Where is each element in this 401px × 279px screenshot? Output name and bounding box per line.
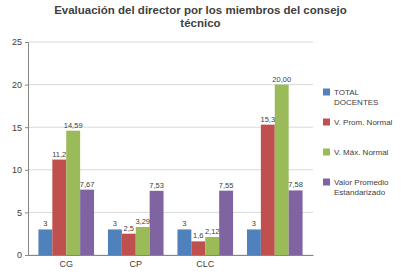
data-label: 7,58 [288, 180, 303, 189]
legend-label: Valor PromedioEstandarizado [334, 178, 389, 197]
chart: Evaluación del director por los miembros… [0, 0, 401, 279]
x-tick: CLC [196, 259, 215, 269]
data-label: 1,6 [193, 231, 203, 240]
y-tick-mark [25, 170, 28, 171]
y-tick-mark [25, 212, 28, 213]
y-tick-label: 10 [12, 165, 22, 175]
data-label: 14,59 [64, 121, 83, 130]
data-labels: 3 3 3 3 11,2 2,5 1,6 15,3 14,59 3,29 2,12 20,00 7,67… [43, 75, 303, 241]
grid-line [28, 42, 313, 43]
data-label: 20,00 [272, 75, 291, 84]
series [66, 85, 288, 255]
y-tick-label: 0 [17, 250, 22, 260]
legend-label: V. Máx. Normal [334, 148, 389, 157]
y-tick: 25 [12, 37, 28, 47]
data-label: 3 [113, 219, 117, 228]
legend-label: V. Prom. Normal [334, 118, 393, 127]
data-label: 3 [252, 219, 256, 228]
x-axis-line [29, 255, 314, 256]
legend-swatch [323, 179, 330, 186]
bar [38, 229, 52, 255]
data-label: 3 [43, 219, 47, 228]
bar [66, 131, 80, 255]
bars [38, 85, 302, 255]
data-label: 7,67 [80, 180, 95, 189]
y-tick: 10 [12, 165, 28, 175]
y-tick-label: 5 [17, 208, 22, 218]
y-axis-line [25, 43, 29, 256]
y-tick: 5 [17, 208, 28, 218]
bar [191, 241, 205, 255]
series [80, 190, 302, 255]
y-tick-mark [25, 85, 28, 86]
data-label: 7,55 [219, 181, 234, 190]
data-label: 3 [182, 219, 186, 228]
grid-line [28, 84, 313, 85]
bar [150, 191, 164, 255]
x-tick: CG [59, 259, 72, 269]
bar [247, 229, 261, 255]
y-tick-label: 15 [12, 123, 22, 133]
y-axis: 0 5 10 15 20 25 [12, 37, 29, 260]
legend: TOTALDOCENTES V. Prom. Normal V. Máx. Norm… [323, 88, 393, 197]
x-tick: CP [129, 259, 142, 269]
bar [80, 190, 94, 255]
series [52, 125, 274, 255]
grid [28, 42, 313, 255]
bar [177, 229, 191, 255]
bar [289, 190, 303, 255]
y-tick-label: 25 [12, 37, 22, 47]
legend-label: TOTALDOCENTES [334, 88, 378, 107]
x-axis: CG CP CLC [29, 256, 314, 270]
legend-swatch [323, 149, 330, 156]
y-tick-mark [25, 42, 28, 43]
data-label: 2,12 [205, 227, 220, 236]
y-tick: 15 [12, 123, 28, 133]
y-tick: 20 [12, 80, 28, 90]
data-label: 3,29 [135, 217, 150, 226]
legend-swatch [323, 119, 330, 126]
x-tick-label: CG [59, 259, 72, 269]
title: Evaluación del director por los miembros… [54, 4, 347, 29]
data-label: 11,2 [52, 150, 66, 159]
bar [52, 160, 66, 255]
legend-swatch [323, 89, 330, 96]
y-tick-label: 20 [12, 80, 22, 90]
data-label: 7,53 [149, 181, 164, 190]
y-tick-mark [25, 127, 28, 128]
bar [261, 125, 275, 255]
x-tick-label: CLC [196, 259, 215, 269]
data-label: 2,5 [124, 224, 134, 233]
x-tick-label: CP [129, 259, 142, 269]
data-label: 15,3 [261, 115, 276, 124]
bar [108, 229, 122, 255]
bar [205, 237, 219, 255]
y-tick: 0 [17, 250, 28, 260]
y-tick-mark [25, 255, 28, 256]
bar [275, 85, 289, 255]
bar [219, 191, 233, 255]
bar [122, 234, 136, 255]
bar [136, 227, 150, 255]
